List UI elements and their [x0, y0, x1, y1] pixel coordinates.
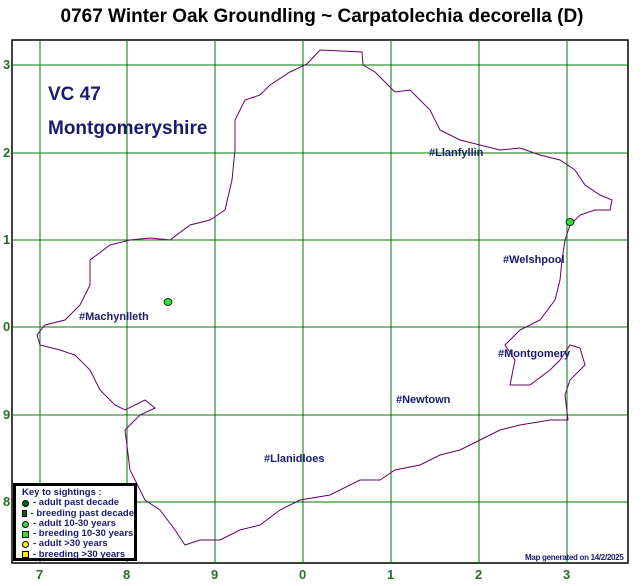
legend-label: - breeding 10-30 years: [33, 528, 134, 540]
legend-label: - breeding >30 years: [33, 548, 126, 560]
x-label: 0: [299, 567, 307, 582]
y-label: 0: [3, 319, 11, 334]
map-title: 0767 Winter Oak Groundling ~ Carpatolech…: [60, 6, 584, 27]
town-label: #Montgomery: [498, 348, 571, 360]
map-frame: [11, 39, 629, 564]
x-label: 9: [211, 567, 219, 582]
legend-label: - adult >30 years: [33, 538, 108, 550]
legend-label: - adult past decade: [33, 497, 120, 509]
legend: Key to sightings : - adult past decade - …: [13, 483, 137, 561]
y-label: 8: [3, 494, 11, 509]
legend-item: - adult 10-30 years: [22, 517, 134, 529]
sighting-dot: [163, 298, 173, 306]
y-label: 3: [3, 57, 11, 72]
square-symbol-icon: [22, 530, 29, 538]
x-label: 8: [123, 567, 131, 582]
circle-symbol-icon: [22, 541, 29, 549]
legend-item: - adult >30 years: [22, 539, 134, 549]
vc-name: Montgomeryshire: [48, 118, 208, 139]
legend-label: - adult 10-30 years: [33, 517, 116, 529]
town-label: #Llanidloes: [264, 453, 325, 465]
circle-symbol-icon: [22, 499, 29, 507]
legend-item: - breeding past decade: [22, 507, 134, 519]
circle-symbol-icon: [22, 520, 29, 528]
x-label: 1: [387, 567, 395, 582]
y-label: 9: [3, 407, 11, 422]
legend-item: - breeding 10-30 years: [22, 528, 134, 540]
y-label: 1: [3, 232, 11, 247]
town-label: #Welshpool: [503, 254, 565, 266]
x-label: 3: [563, 567, 571, 582]
x-label: 2: [475, 567, 483, 582]
town-label: #Llanfyllin: [429, 147, 484, 159]
map-generated-date: Map generated on 14/2/2025: [525, 553, 624, 562]
x-label: 7: [36, 567, 44, 582]
legend-item: - adult past decade: [22, 497, 134, 509]
sighting-dot: [565, 218, 575, 226]
square-symbol-icon: [22, 551, 29, 559]
legend-title: Key to sightings :: [22, 487, 102, 498]
town-label: #Machynlleth: [79, 311, 149, 323]
vc47-boundary: [36, 49, 613, 546]
vc-code: VC 47: [48, 84, 101, 105]
y-label: 2: [3, 145, 11, 160]
square-symbol-icon: [22, 510, 27, 518]
town-label: #Newtown: [396, 394, 451, 406]
legend-item: - breeding >30 years: [22, 548, 134, 560]
legend-label: - breeding past decade: [30, 507, 134, 519]
